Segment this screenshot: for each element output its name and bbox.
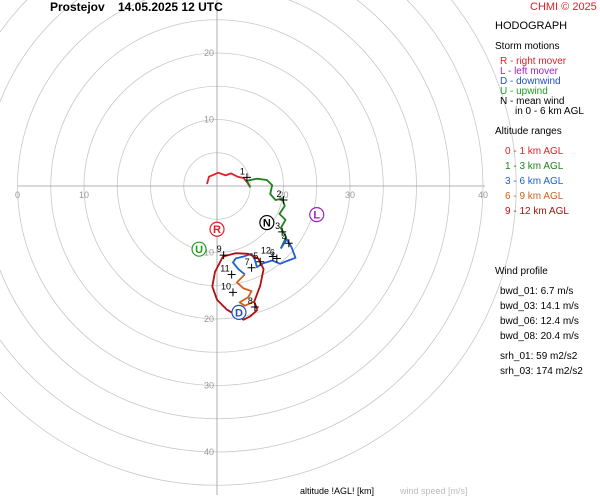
height-cross-12	[268, 252, 277, 261]
storm-motion-markers: R L D U N	[191, 206, 325, 320]
height-label-1: 1	[240, 166, 245, 176]
credit-label: CHMI © 2025	[530, 1, 597, 13]
y-tick-label: 30	[204, 381, 214, 391]
wind-profile-item-2: bwd_06: 12.4 m/s	[500, 316, 579, 327]
storm-marker-label: U	[195, 244, 203, 256]
wind-profile-item-1: bwd_03: 14.1 m/s	[500, 301, 579, 312]
storm-motion-item-3: U - upwind	[500, 86, 548, 97]
storm-marker-circle	[231, 304, 247, 320]
y-tick-label: 10	[204, 248, 214, 258]
height-label-12: 12	[261, 245, 271, 255]
wind-profile-item-3: bwd_08: 20.4 m/s	[500, 331, 579, 342]
altitude-range-item-1: 1 - 3 km AGL	[505, 161, 564, 172]
valid-datetime: 14.05.2025 12 UTC	[118, 0, 223, 14]
height-cross-1	[242, 173, 251, 182]
height-cross-9	[219, 251, 228, 260]
altitude-range-item-4: 9 - 12 km AGL	[505, 206, 569, 217]
height-cross-8	[250, 303, 259, 312]
storm-motion-item-1: L - left mover	[500, 66, 558, 77]
altitude-range-item-0: 0 - 1 km AGL	[505, 146, 564, 157]
storm-motion-item-2: D - downwind	[500, 76, 561, 87]
wind-profile-item-4: srh_01: 59 m2/s2	[500, 351, 578, 362]
altitude-range-item-3: 6 - 9 km AGL	[505, 191, 564, 202]
height-label-7: 7	[245, 257, 250, 267]
height-label-4: 4	[282, 232, 287, 242]
storm-motions-heading: Storm motions	[495, 41, 560, 52]
height-cross-7	[247, 263, 256, 272]
x-tick-label: 10	[79, 190, 89, 200]
storm-marker-N: N	[259, 214, 275, 231]
height-label-2: 2	[276, 189, 281, 199]
station-name: Prostejov	[50, 0, 105, 14]
height-label-6: 6	[270, 247, 275, 257]
x-tick-label: 30	[345, 190, 355, 200]
storm-motion-item-5: in 0 - 6 km AGL	[515, 106, 584, 117]
y-tick-label: 40	[204, 447, 214, 457]
storm-marker-label: R	[213, 224, 221, 236]
height-label-10: 10	[221, 281, 231, 291]
wind-profile-item-5: srh_03: 174 m2/s2	[500, 366, 583, 377]
height-label-11: 11	[220, 263, 229, 273]
height-cross-3	[278, 227, 287, 236]
storm-marker-L: L	[309, 206, 325, 223]
height-cross-2	[279, 195, 288, 204]
height-cross-11	[227, 270, 236, 279]
trace-0-1-	[206, 171, 252, 188]
height-label-5: 5	[253, 251, 258, 261]
x-tick-label: 40	[478, 190, 488, 200]
height-label-3: 3	[275, 221, 280, 231]
range-ring-35	[0, 0, 451, 420]
height-crosses	[219, 173, 293, 312]
storm-marker-circle	[209, 221, 225, 237]
altitude-ranges-heading: Altitude ranges	[495, 126, 562, 137]
panel-title: HODOGRAPH	[495, 20, 568, 32]
storm-marker-U: U	[191, 241, 207, 257]
storm-marker-D: D	[231, 304, 247, 320]
y-tick-label: 20	[204, 314, 214, 324]
wind-profile-item-0: bwd_01: 6.7 m/s	[500, 286, 574, 297]
altitude-range-item-2: 3 - 6 km AGL	[505, 176, 564, 187]
hodograph-axes	[18, 0, 485, 495]
storm-marker-R: R	[209, 221, 225, 237]
height-cross-10	[228, 288, 237, 297]
storm-motion-item-4: N - mean wind	[500, 96, 565, 107]
range-rings	[0, 0, 517, 486]
storm-marker-circle	[309, 206, 325, 223]
wind-speed-axis-label: wind speed [m/s]	[400, 486, 468, 496]
x-tick-label: 20	[278, 190, 288, 200]
wind-profile-heading: Wind profile	[495, 266, 548, 277]
trace-1-3-	[246, 177, 288, 249]
height-cross-5	[256, 257, 265, 266]
storm-marker-label: L	[313, 210, 320, 222]
storm-marker-label: D	[235, 307, 243, 319]
storm-marker-label: N	[263, 218, 271, 230]
storm-marker-circle	[259, 214, 275, 231]
x-tick-label: 0	[15, 190, 20, 200]
y-tick-label: 20	[204, 48, 214, 58]
altitude-axis-label: altitude !AGL! [km]	[300, 486, 375, 496]
height-label-8: 8	[248, 296, 253, 306]
height-cross-4	[284, 239, 293, 248]
axis-tick-labels: 0 10 20 30 40 20 10 30 40 10 20	[15, 48, 488, 457]
height-cross-6	[272, 254, 281, 263]
storm-motion-item-0: R - right mover	[500, 56, 567, 67]
y-tick-label: 10	[204, 115, 214, 125]
height-label-9: 9	[217, 244, 222, 254]
trace-6-9-	[236, 273, 259, 311]
storm-marker-circle	[191, 241, 207, 257]
